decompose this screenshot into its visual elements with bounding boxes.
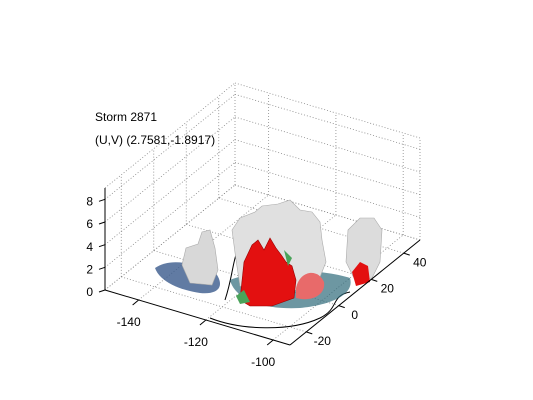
x-tick xyxy=(132,299,139,306)
z-tick xyxy=(98,266,106,270)
isosurface-gray xyxy=(181,229,219,286)
grid-line xyxy=(234,116,421,173)
isosurface-red xyxy=(296,272,325,300)
x-tick-label: -140 xyxy=(117,315,141,329)
isosurface-green xyxy=(236,250,292,304)
isosurfaces xyxy=(155,199,383,329)
x-tick xyxy=(199,319,207,326)
box-edge xyxy=(234,82,421,139)
isosurface-red xyxy=(352,262,370,286)
box-edge xyxy=(104,82,236,189)
y-tick-label: 20 xyxy=(381,282,395,296)
y-tick xyxy=(371,278,378,282)
z-tick-label: 4 xyxy=(86,240,93,254)
grid-line xyxy=(104,139,236,245)
grid-line xyxy=(234,161,421,218)
x-tick-label: -100 xyxy=(251,355,275,369)
y-tick xyxy=(306,331,313,335)
y-tick xyxy=(403,252,410,256)
z-tick xyxy=(98,221,106,225)
grid-line xyxy=(104,162,236,268)
y-tick-label: 40 xyxy=(413,255,427,269)
z-tick-label: 8 xyxy=(86,195,93,209)
grid-line xyxy=(104,116,236,223)
z-tick xyxy=(98,289,106,293)
grid-line xyxy=(234,184,421,241)
grid-line xyxy=(205,214,337,321)
x-tick-label: -120 xyxy=(184,335,208,349)
z-tick xyxy=(98,244,106,248)
grid-line xyxy=(121,276,307,333)
grid-line xyxy=(104,184,236,291)
axes: -140 -120 -100 -20 0 20 40 0 2 4 6 8 xyxy=(86,188,427,369)
grid-line xyxy=(138,194,269,301)
x-axis xyxy=(104,289,291,346)
y-tick xyxy=(338,305,345,309)
grid-line xyxy=(104,94,236,200)
z-tick-label: 2 xyxy=(86,263,93,277)
grid-line xyxy=(272,234,404,341)
title: Storm 2871 xyxy=(95,110,157,124)
z-tick-label: 0 xyxy=(86,285,93,299)
subtitle: (U,V) (2.7581,-1.8917) xyxy=(95,133,215,147)
y-tick-label: -20 xyxy=(314,334,332,348)
z-tick xyxy=(98,198,106,202)
y-axis xyxy=(289,239,421,346)
isosurface-red xyxy=(239,237,297,307)
x-tick xyxy=(266,339,274,346)
grid-line xyxy=(234,93,421,150)
z-tick-label: 6 xyxy=(86,217,93,231)
isosurface-gray xyxy=(345,217,383,281)
y-tick-label: 0 xyxy=(351,308,358,322)
grid-line xyxy=(234,139,421,196)
